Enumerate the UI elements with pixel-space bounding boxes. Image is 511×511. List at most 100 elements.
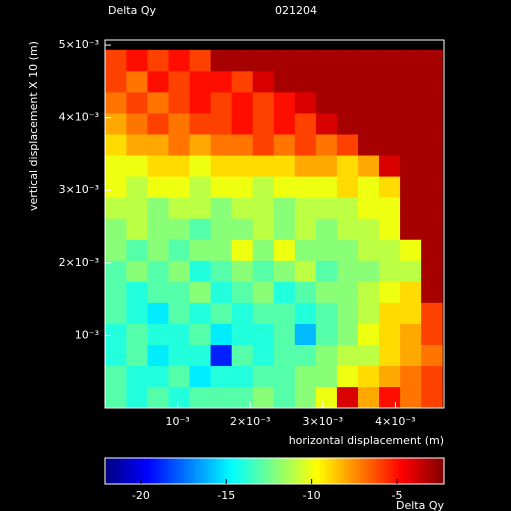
heatmap-cell bbox=[421, 239, 443, 261]
colorbar-segment bbox=[299, 458, 304, 484]
heatmap-cell bbox=[421, 323, 443, 345]
heatmap-cell bbox=[294, 260, 317, 282]
heatmap-cell bbox=[105, 281, 127, 303]
heatmap-cell bbox=[189, 112, 212, 135]
heatmap-cell bbox=[400, 176, 422, 198]
heatmap-cell bbox=[400, 239, 422, 261]
heatmap-cell bbox=[189, 133, 212, 156]
colorbar-segment bbox=[395, 458, 400, 484]
heatmap-cell bbox=[126, 112, 148, 135]
heatmap-cell bbox=[168, 344, 191, 367]
heatmap-cell bbox=[231, 218, 254, 240]
colorbar-segment bbox=[398, 458, 403, 484]
heatmap-cell bbox=[126, 91, 148, 114]
colorbar-segment bbox=[237, 458, 242, 484]
colorbar-segment bbox=[260, 458, 264, 484]
heatmap-cell bbox=[168, 197, 191, 219]
heatmap-cell bbox=[400, 386, 422, 409]
heatmap-cell bbox=[379, 133, 401, 156]
heatmap-cell bbox=[357, 239, 380, 261]
colorbar-tick-label: -10 bbox=[303, 489, 321, 502]
x-tick-label: 3×10⁻³ bbox=[303, 415, 343, 428]
colorbar-segment bbox=[432, 458, 437, 484]
chart-subtitle: 021204 bbox=[275, 4, 317, 17]
heatmap-cell bbox=[400, 70, 422, 93]
colorbar-segment bbox=[291, 458, 295, 484]
heatmap-cell bbox=[168, 155, 191, 177]
heatmap-cell bbox=[294, 302, 317, 324]
colorbar-segment bbox=[189, 458, 194, 484]
colorbar-segment bbox=[257, 458, 261, 484]
colorbar-segment bbox=[424, 458, 428, 484]
heatmap-cell bbox=[231, 344, 254, 367]
y-tick-label: 4×10⁻³ bbox=[59, 111, 99, 124]
colorbar-segment bbox=[181, 458, 185, 484]
heatmap-cell bbox=[294, 70, 317, 93]
colorbar-segment bbox=[121, 458, 126, 484]
heatmap-cell bbox=[379, 239, 401, 261]
colorbar-segment bbox=[107, 458, 112, 484]
colorbar-segment bbox=[240, 458, 245, 484]
heatmap-cell bbox=[126, 155, 148, 177]
heatmap-cell bbox=[294, 91, 317, 114]
heatmap-cell bbox=[231, 91, 254, 114]
colorbar-segment bbox=[113, 458, 117, 484]
heatmap-cell bbox=[189, 323, 212, 345]
heatmap-cell bbox=[421, 302, 443, 324]
heatmap-cell bbox=[252, 386, 275, 409]
y-tick-label: 3×10⁻³ bbox=[59, 183, 99, 196]
colorbar-segment bbox=[347, 458, 352, 484]
heatmap-cell bbox=[126, 365, 148, 388]
heatmap-cell bbox=[294, 281, 317, 303]
colorbar-segment bbox=[206, 458, 211, 484]
heatmap-cell bbox=[126, 218, 148, 240]
colorbar-segment bbox=[302, 458, 307, 484]
colorbar-segment bbox=[427, 458, 431, 484]
colorbar-segment bbox=[215, 458, 219, 484]
colorbar-segment bbox=[370, 458, 374, 484]
heatmap-cell bbox=[231, 176, 254, 198]
colorbar-segment bbox=[195, 458, 199, 484]
heatmap-cell bbox=[126, 197, 148, 219]
heatmap-cell bbox=[231, 133, 254, 156]
heatmap-cell bbox=[336, 218, 359, 240]
heatmap-cell bbox=[231, 197, 254, 219]
heatmap-cell bbox=[336, 133, 359, 156]
colorbar-segment bbox=[314, 458, 318, 484]
heatmap-cell bbox=[379, 386, 401, 409]
colorbar-segment bbox=[345, 458, 349, 484]
colorbar-segment bbox=[184, 458, 188, 484]
heatmap-cell bbox=[336, 49, 359, 72]
heatmap-cell bbox=[315, 176, 338, 198]
colorbar-segment bbox=[362, 458, 366, 484]
heatmap-cell bbox=[400, 91, 422, 114]
heatmap-cell bbox=[273, 49, 296, 72]
heatmap-cell bbox=[210, 260, 233, 282]
heatmap-cell bbox=[105, 133, 127, 156]
heatmap-cell bbox=[126, 176, 148, 198]
heatmap-cell bbox=[105, 302, 127, 324]
heatmap-cell bbox=[231, 70, 254, 93]
heatmap-cell bbox=[210, 70, 233, 93]
heatmap-cell bbox=[210, 365, 233, 388]
heatmap-cell bbox=[210, 281, 233, 303]
heatmap-cell bbox=[315, 260, 338, 282]
heatmap-cell bbox=[210, 176, 233, 198]
heatmap-cell bbox=[252, 112, 275, 135]
heatmap-cell bbox=[294, 49, 317, 72]
colorbar-segment bbox=[150, 458, 154, 484]
chart-title: Delta Qy bbox=[108, 4, 157, 17]
heatmap-cell bbox=[273, 70, 296, 93]
heatmap-cell bbox=[231, 323, 254, 345]
heatmap-cell bbox=[357, 323, 380, 345]
colorbar-segment bbox=[133, 458, 137, 484]
colorbar-segment bbox=[130, 458, 134, 484]
heatmap-cell bbox=[105, 386, 127, 409]
heatmap-cell bbox=[294, 218, 317, 240]
colorbar-segment bbox=[209, 458, 213, 484]
heatmap-cell bbox=[168, 218, 191, 240]
heatmap-cell bbox=[421, 281, 443, 303]
heatmap-cell bbox=[168, 365, 191, 388]
heatmap-cell bbox=[210, 155, 233, 177]
